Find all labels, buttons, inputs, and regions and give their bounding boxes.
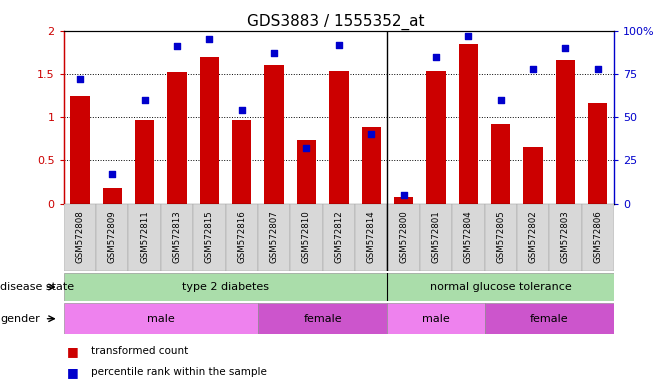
- Text: GSM572805: GSM572805: [496, 211, 505, 263]
- Text: male: male: [147, 314, 174, 324]
- Text: female: female: [303, 314, 342, 324]
- Point: [463, 33, 474, 39]
- Bar: [420, 204, 452, 271]
- Point: [172, 43, 183, 49]
- Point: [527, 66, 538, 72]
- Point: [560, 45, 571, 51]
- Bar: [128, 204, 161, 271]
- Point: [107, 171, 117, 177]
- Text: male: male: [422, 314, 450, 324]
- Bar: [550, 204, 582, 271]
- Bar: [161, 204, 193, 271]
- Text: transformed count: transformed count: [91, 346, 188, 356]
- Bar: [297, 141, 316, 204]
- Bar: [64, 303, 258, 334]
- Bar: [387, 204, 420, 271]
- Text: disease state: disease state: [0, 282, 74, 292]
- Bar: [64, 273, 387, 301]
- Bar: [588, 103, 607, 204]
- Bar: [135, 120, 154, 204]
- Text: GSM572800: GSM572800: [399, 211, 408, 263]
- Bar: [96, 204, 128, 271]
- Bar: [394, 197, 413, 204]
- Bar: [258, 204, 291, 271]
- Bar: [329, 71, 348, 204]
- Bar: [458, 44, 478, 204]
- Bar: [323, 204, 355, 271]
- Bar: [64, 204, 96, 271]
- Point: [398, 192, 409, 198]
- Point: [269, 50, 280, 56]
- Bar: [103, 188, 122, 204]
- Bar: [387, 273, 614, 301]
- Text: GDS3883 / 1555352_at: GDS3883 / 1555352_at: [247, 13, 424, 30]
- Point: [366, 131, 376, 137]
- Text: ■: ■: [67, 345, 79, 358]
- Text: GSM572810: GSM572810: [302, 211, 311, 263]
- Point: [74, 76, 85, 82]
- Bar: [426, 71, 446, 204]
- Text: GSM572812: GSM572812: [334, 211, 344, 263]
- Text: GSM572804: GSM572804: [464, 211, 473, 263]
- Bar: [556, 60, 575, 204]
- Point: [592, 66, 603, 72]
- Bar: [264, 65, 284, 204]
- Point: [495, 97, 506, 103]
- Text: percentile rank within the sample: percentile rank within the sample: [91, 367, 266, 377]
- Text: GSM572807: GSM572807: [270, 211, 278, 263]
- Bar: [484, 204, 517, 271]
- Bar: [200, 56, 219, 204]
- Bar: [258, 303, 387, 334]
- Text: GSM572816: GSM572816: [238, 211, 246, 263]
- Bar: [582, 204, 614, 271]
- Point: [333, 41, 344, 48]
- Text: GSM572811: GSM572811: [140, 211, 149, 263]
- Bar: [70, 96, 90, 204]
- Text: GSM572815: GSM572815: [205, 211, 214, 263]
- Text: GSM572809: GSM572809: [108, 211, 117, 263]
- Text: GSM572806: GSM572806: [593, 211, 603, 263]
- Bar: [193, 204, 225, 271]
- Text: GSM572813: GSM572813: [172, 211, 182, 263]
- Text: GSM572801: GSM572801: [431, 211, 440, 263]
- Text: type 2 diabetes: type 2 diabetes: [182, 282, 269, 292]
- Point: [431, 53, 442, 60]
- Point: [301, 145, 312, 151]
- Bar: [523, 147, 543, 204]
- Point: [140, 97, 150, 103]
- Text: GSM572802: GSM572802: [529, 211, 537, 263]
- Bar: [291, 204, 323, 271]
- Text: ■: ■: [67, 366, 79, 379]
- Text: normal glucose tolerance: normal glucose tolerance: [430, 282, 572, 292]
- Bar: [362, 127, 381, 204]
- Point: [204, 36, 215, 42]
- Bar: [491, 124, 511, 204]
- Text: gender: gender: [0, 314, 40, 324]
- Bar: [167, 72, 187, 204]
- Bar: [517, 204, 550, 271]
- Bar: [387, 303, 484, 334]
- Text: GSM572803: GSM572803: [561, 211, 570, 263]
- Point: [236, 107, 247, 113]
- Text: female: female: [530, 314, 568, 324]
- Bar: [232, 120, 252, 204]
- Bar: [484, 303, 614, 334]
- Bar: [355, 204, 387, 271]
- Bar: [225, 204, 258, 271]
- Text: GSM572814: GSM572814: [367, 211, 376, 263]
- Text: GSM572808: GSM572808: [75, 211, 85, 263]
- Bar: [452, 204, 484, 271]
